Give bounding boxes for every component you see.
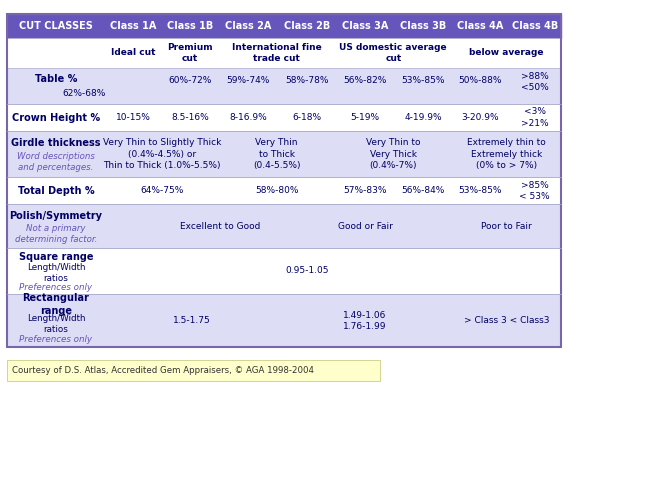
Text: 56%-82%: 56%-82% (343, 76, 387, 85)
Text: Premium
cut: Premium cut (167, 43, 213, 63)
Text: > Class 3 < Class3: > Class 3 < Class3 (464, 316, 549, 325)
Text: Excellent to Good: Excellent to Good (180, 222, 260, 231)
Text: 53%-85%: 53%-85% (458, 186, 501, 195)
Text: US domestic average
cut: US domestic average cut (340, 43, 447, 63)
Text: Square range: Square range (19, 252, 93, 262)
Text: Class 1A: Class 1A (111, 21, 157, 31)
Text: Class 3A: Class 3A (342, 21, 388, 31)
Text: 5-19%: 5-19% (350, 113, 380, 122)
Text: Rectangular
range: Rectangular range (23, 293, 89, 316)
Text: 10-15%: 10-15% (116, 113, 151, 122)
Text: Girdle thickness: Girdle thickness (11, 138, 101, 148)
Text: Total Depth %: Total Depth % (17, 185, 95, 196)
Text: Length/Width
ratios: Length/Width ratios (27, 262, 85, 283)
Bar (7, 38, 561, 68)
Text: Not a primary
determining factor.: Not a primary determining factor. (15, 224, 97, 244)
Text: Class 2A: Class 2A (225, 21, 272, 31)
Text: 56%-84%: 56%-84% (402, 186, 445, 195)
Bar (7, 360, 380, 381)
Text: 64%-75%: 64%-75% (140, 186, 184, 195)
Text: 3-20.9%: 3-20.9% (461, 113, 499, 122)
Text: 58%-78%: 58%-78% (285, 76, 328, 85)
Text: Class 1B: Class 1B (167, 21, 213, 31)
Text: Length/Width
ratios: Length/Width ratios (27, 314, 85, 334)
Text: 50%-88%: 50%-88% (458, 76, 501, 85)
Text: Ideal cut: Ideal cut (111, 48, 156, 57)
Text: CUT CLASSES: CUT CLASSES (19, 21, 93, 31)
Text: 58%-80%: 58%-80% (255, 186, 298, 195)
Text: Preferences only: Preferences only (19, 335, 93, 344)
Text: Preferences only: Preferences only (19, 283, 93, 292)
Text: Class 4B: Class 4B (511, 21, 558, 31)
Text: Crown Height %: Crown Height % (12, 112, 100, 123)
Text: Extremely thin to
Extremely thick
(0% to > 7%): Extremely thin to Extremely thick (0% to… (467, 139, 546, 169)
Text: Very Thin
to Thick
(0.4-5.5%): Very Thin to Thick (0.4-5.5%) (253, 139, 300, 169)
Text: 62%-68%: 62%-68% (63, 89, 106, 98)
Bar (7, 68, 561, 104)
Text: Good or Fair: Good or Fair (338, 222, 392, 231)
Text: 8-16.9%: 8-16.9% (230, 113, 267, 122)
Text: 4-19.9%: 4-19.9% (404, 113, 442, 122)
Text: 8.5-16%: 8.5-16% (171, 113, 209, 122)
Text: below average: below average (470, 48, 543, 57)
Text: Very Thin to Slightly Thick
(0.4%-4.5%) or
Thin to Thick (1.0%-5.5%): Very Thin to Slightly Thick (0.4%-4.5%) … (103, 139, 221, 169)
Text: Courtesy of D.S. Atlas, Accredited Gem Appraisers, © AGA 1998-2004: Courtesy of D.S. Atlas, Accredited Gem A… (12, 366, 314, 375)
Text: 53%-85%: 53%-85% (402, 76, 445, 85)
Bar (7, 14, 561, 38)
Text: Word descriptions
and percentages.: Word descriptions and percentages. (17, 152, 95, 172)
Text: Class 4A: Class 4A (457, 21, 503, 31)
Text: International fine
trade cut: International fine trade cut (232, 43, 322, 63)
Bar (7, 14, 561, 347)
Text: >85%
< 53%: >85% < 53% (519, 180, 550, 201)
Text: Polish/Symmetry: Polish/Symmetry (9, 211, 103, 221)
Text: Class 2B: Class 2B (284, 21, 330, 31)
Bar (7, 294, 561, 347)
Bar (7, 177, 561, 204)
Text: 1.5-1.75: 1.5-1.75 (173, 316, 210, 325)
Bar (7, 248, 561, 294)
Text: <3%
>21%: <3% >21% (521, 107, 549, 128)
Text: Table %: Table % (35, 74, 77, 84)
Text: Poor to Fair: Poor to Fair (481, 222, 532, 231)
Bar (7, 131, 561, 177)
Bar (7, 104, 561, 131)
Text: 0.95-1.05: 0.95-1.05 (285, 266, 328, 275)
Text: 1.49-1.06
1.76-1.99: 1.49-1.06 1.76-1.99 (343, 311, 387, 331)
Text: 57%-83%: 57%-83% (343, 186, 387, 195)
Text: 60%-72%: 60%-72% (168, 76, 212, 85)
Text: 6-18%: 6-18% (292, 113, 321, 122)
Text: Very Thin to
Very Thick
(0.4%-7%): Very Thin to Very Thick (0.4%-7%) (366, 139, 420, 169)
Text: Class 3B: Class 3B (400, 21, 446, 31)
Bar (7, 204, 561, 248)
Text: 59%-74%: 59%-74% (226, 76, 270, 85)
Text: >88%
<50%: >88% <50% (521, 72, 549, 92)
